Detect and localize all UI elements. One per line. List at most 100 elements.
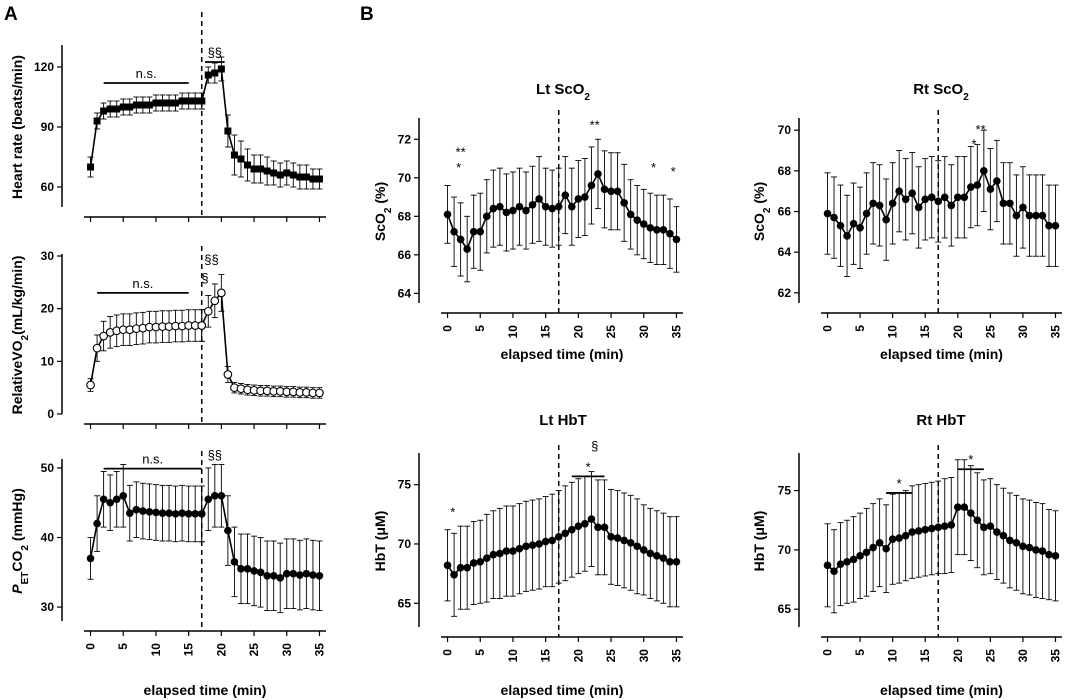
data-point <box>947 201 956 210</box>
significance-label: n.s. <box>132 276 153 291</box>
data-point <box>482 554 491 562</box>
data-point <box>171 510 180 518</box>
data-point <box>489 204 498 213</box>
data-point <box>463 563 471 572</box>
data-point <box>443 210 452 219</box>
data-point <box>1012 538 1021 547</box>
data-point <box>106 105 114 113</box>
data-point <box>594 170 602 178</box>
y-tick-label: 64 <box>398 286 412 300</box>
data-point <box>535 195 543 203</box>
data-point <box>908 528 916 536</box>
data-point <box>901 195 910 204</box>
data-point <box>960 503 969 511</box>
data-point <box>659 554 668 562</box>
x-tick-label: 20 <box>951 649 965 663</box>
data-point <box>869 543 877 552</box>
data-point <box>165 509 173 517</box>
x-tick-label: 5 <box>853 649 867 656</box>
data-point <box>185 97 193 105</box>
data-point <box>999 531 1008 540</box>
data-point <box>574 195 583 203</box>
data-point <box>99 331 108 341</box>
data-point <box>1006 199 1014 208</box>
x-tick-label: 0 <box>821 649 835 656</box>
data-point <box>666 557 674 566</box>
y-tick-label: 70 <box>398 537 412 551</box>
data-point <box>993 177 1001 185</box>
significance-label: * <box>897 476 902 491</box>
data-point <box>535 540 543 548</box>
data-point <box>184 510 193 518</box>
data-point <box>126 103 134 111</box>
data-point <box>869 199 877 208</box>
x-axis-label: elapsed time (min) <box>501 346 624 362</box>
data-point <box>113 105 121 113</box>
data-point <box>581 520 589 528</box>
data-point <box>999 199 1008 208</box>
data-point <box>224 526 232 535</box>
x-tick-label: 10 <box>886 325 900 339</box>
data-point <box>613 187 622 196</box>
data-point <box>1006 536 1014 545</box>
data-point <box>1012 211 1021 220</box>
data-point <box>99 495 108 504</box>
data-point <box>443 561 452 570</box>
data-point <box>237 155 245 163</box>
data-point <box>282 569 291 578</box>
y-tick-label: 62 <box>778 286 792 300</box>
data-point <box>270 169 278 177</box>
data-point <box>476 227 485 236</box>
data-point <box>947 521 956 529</box>
data-point <box>489 550 498 559</box>
x-tick-label: 30 <box>637 649 651 663</box>
data-point <box>158 509 167 517</box>
chart-heart-rate: 60 90 120 n.s. §§ Heart rate (beats/min) <box>9 12 326 222</box>
data-point <box>276 574 285 582</box>
y-tick-label: 120 <box>34 60 54 74</box>
data-point <box>940 522 949 530</box>
data-point <box>548 204 556 213</box>
significance-label: n.s. <box>142 452 163 467</box>
data-point <box>230 151 238 159</box>
data-point <box>244 161 252 169</box>
data-point <box>132 101 140 109</box>
significance-label: § <box>591 438 598 453</box>
data-point <box>211 491 219 500</box>
data-point <box>653 552 661 560</box>
y-tick-label: 65 <box>398 596 412 610</box>
data-point <box>862 548 871 557</box>
y-tick-label: 0 <box>47 407 54 421</box>
data-point <box>515 544 524 553</box>
x-tick-label: 25 <box>604 649 618 663</box>
data-point <box>607 187 615 196</box>
data-point <box>967 509 975 517</box>
y-tick-label: 65 <box>778 602 792 616</box>
data-point <box>198 97 206 105</box>
data-point <box>960 193 969 202</box>
y-tick-label: 72 <box>398 132 412 146</box>
panel-letter-b: B <box>360 4 374 25</box>
chart-title: Lt HbT <box>539 412 586 429</box>
data-point <box>1025 543 1034 552</box>
y-tick-label: 10 <box>41 354 55 368</box>
data-point <box>620 536 628 545</box>
significance-label: § <box>201 270 208 285</box>
data-point <box>496 549 504 558</box>
data-point <box>823 561 832 570</box>
data-point <box>830 567 838 576</box>
data-point <box>672 557 681 566</box>
data-point <box>276 171 284 179</box>
x-tick-label: 25 <box>247 643 261 657</box>
data-point <box>1045 550 1053 559</box>
data-point <box>250 165 258 173</box>
significance-label: * <box>586 459 591 474</box>
data-point <box>934 197 943 206</box>
data-point <box>862 209 871 218</box>
data-point <box>554 202 563 211</box>
data-point <box>296 173 304 181</box>
data-point <box>256 568 265 577</box>
data-point <box>315 175 323 183</box>
y-axis-label: ScO2 (%) <box>372 182 394 241</box>
y-axis-label: HbT (μM) <box>751 511 767 572</box>
